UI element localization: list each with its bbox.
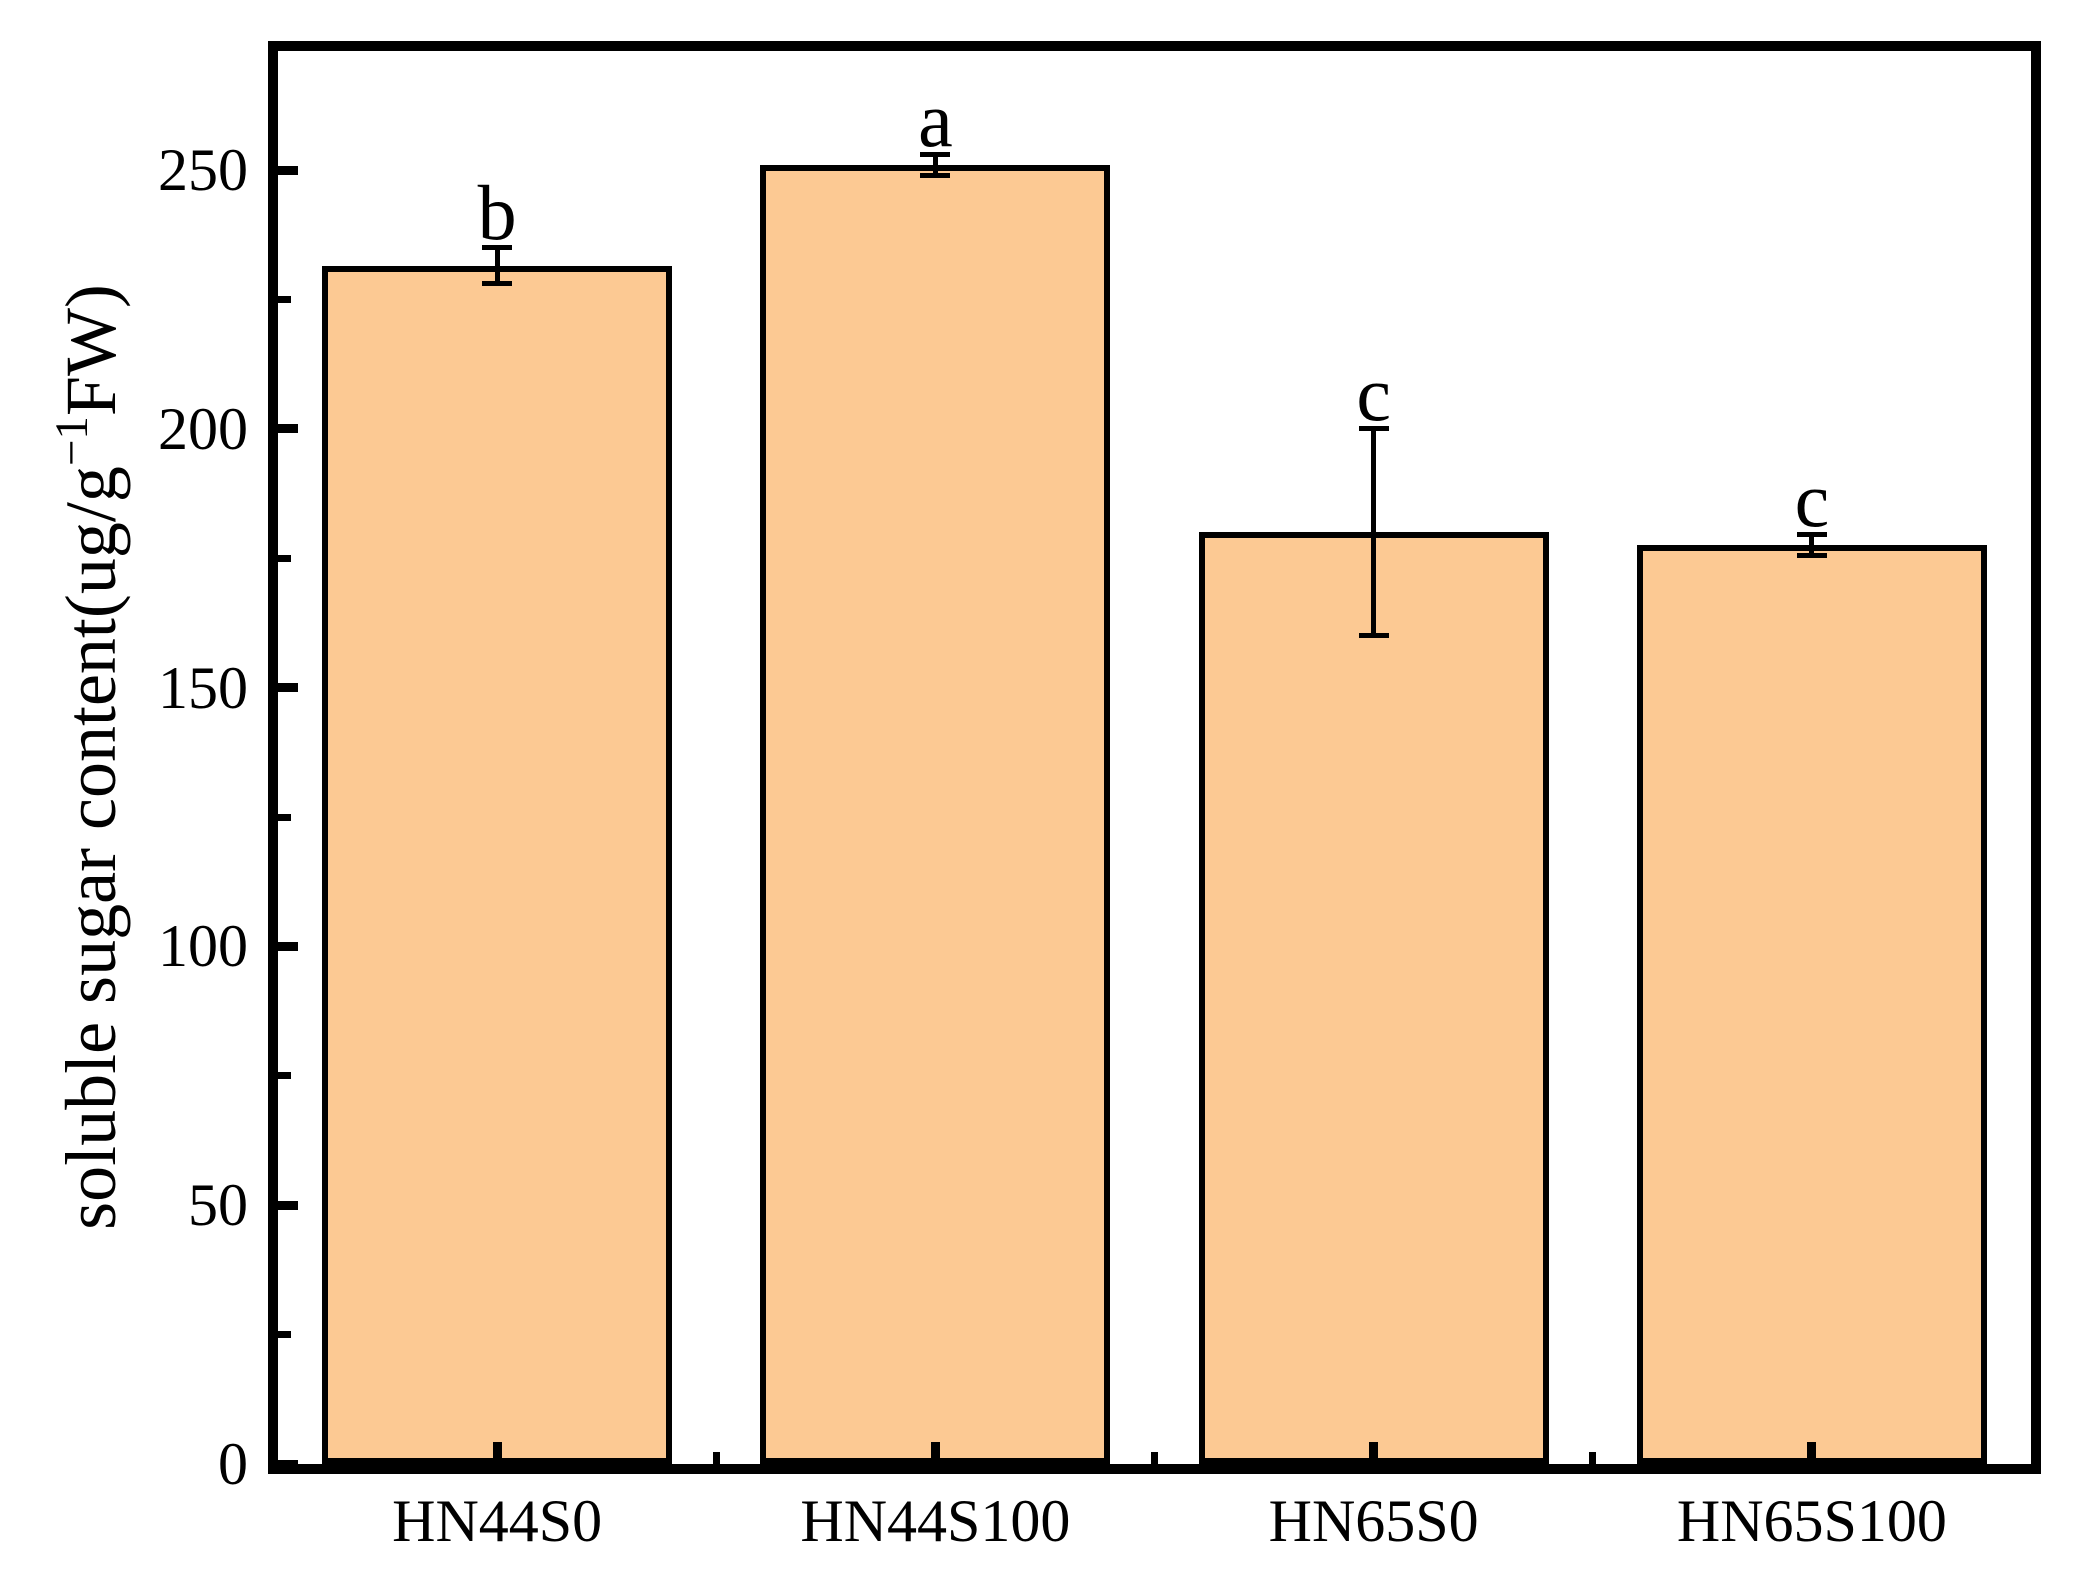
- error-bar-line: [1809, 534, 1815, 556]
- plot-area: b a c c: [268, 41, 2041, 1474]
- y-axis-title-text-suffix: FW): [51, 284, 131, 417]
- error-bar-cap: [1358, 633, 1389, 639]
- y-tick-label: 0: [218, 1431, 248, 1497]
- y-minor-tick: [278, 1072, 291, 1080]
- significance-letter: b: [477, 168, 517, 256]
- y-tick-label: 150: [158, 654, 248, 721]
- y-minor-tick: [278, 813, 291, 821]
- x-major-tick: [930, 1442, 940, 1464]
- significance-letter: c: [1794, 455, 1830, 543]
- error-bar-cap: [1796, 553, 1827, 559]
- error-bar-cap: [920, 172, 951, 178]
- x-minor-tick: [1151, 1452, 1158, 1464]
- error-bar-cap: [1358, 426, 1389, 432]
- error-bar-cap: [1796, 532, 1827, 538]
- bar-HN44S100: [760, 164, 1111, 1464]
- y-minor-tick: [278, 1331, 291, 1339]
- y-tick-label: 50: [188, 1172, 248, 1239]
- x-major-tick: [1807, 1442, 1817, 1464]
- y-major-tick: [278, 165, 298, 175]
- y-tick-label: 200: [158, 395, 248, 462]
- y-axis-title-text: soluble sugar content(ug/g: [51, 466, 131, 1230]
- x-minor-tick: [712, 1452, 720, 1464]
- x-tick-label-HN44S100: HN44S100: [800, 1488, 1071, 1554]
- error-bar-cap: [482, 281, 513, 287]
- x-major-tick: [492, 1442, 502, 1464]
- y-major-tick: [278, 1200, 298, 1210]
- y-major-tick: [278, 941, 298, 951]
- error-bar-line: [1371, 428, 1377, 636]
- x-minor-tick: [1589, 1452, 1597, 1464]
- error-bar-line: [494, 247, 500, 284]
- y-major-tick: [278, 424, 298, 434]
- y-minor-tick: [278, 295, 291, 303]
- y-minor-tick: [278, 554, 291, 562]
- significance-letter: a: [918, 75, 953, 163]
- y-major-tick: [278, 1459, 298, 1469]
- x-tick-label-HN65S100: HN65S100: [1676, 1488, 1947, 1554]
- x-tick-label-HN44S0: HN44S0: [392, 1488, 603, 1554]
- y-tick-label: 100: [158, 913, 248, 980]
- error-bar-cap: [482, 245, 513, 251]
- significance-letter: c: [1356, 349, 1391, 437]
- error-bar-cap: [920, 152, 951, 158]
- x-major-tick: [1369, 1442, 1379, 1464]
- bar-HN65S100: [1636, 545, 1987, 1464]
- y-tick-label: 250: [158, 137, 248, 204]
- y-major-tick: [278, 683, 298, 693]
- bar-HN44S0: [322, 265, 673, 1464]
- error-bar-line: [932, 154, 938, 176]
- x-tick-label-HN65S0: HN65S0: [1268, 1488, 1479, 1554]
- bar-HN65S0: [1198, 532, 1549, 1464]
